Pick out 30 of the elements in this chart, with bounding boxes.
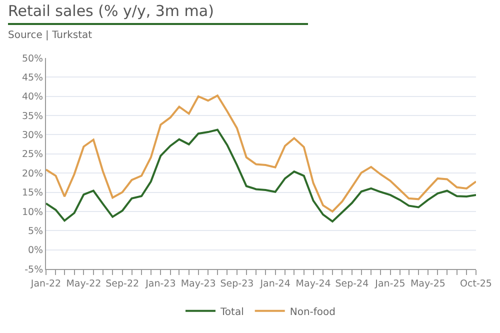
x-tick-label: May-24 bbox=[296, 278, 331, 290]
y-tick-label: 10% bbox=[22, 206, 44, 218]
x-tick-label: Jan-23 bbox=[144, 278, 176, 290]
x-tick-label: May-22 bbox=[66, 278, 102, 290]
x-tick-label: May-25 bbox=[410, 278, 446, 290]
x-tick-label: Sep-24 bbox=[335, 278, 369, 290]
y-tick-label: 25% bbox=[22, 149, 44, 160]
y-tick-label: 5% bbox=[28, 226, 44, 237]
x-tick-label: Jan-22 bbox=[30, 278, 62, 290]
x-tick-label: Jan-25 bbox=[374, 278, 406, 290]
y-tick-label: 30% bbox=[22, 130, 44, 142]
y-tick-label: 0% bbox=[28, 245, 44, 256]
y-tick-label: 15% bbox=[22, 188, 44, 199]
chart-title: Retail sales (% y/y, 3m ma) bbox=[8, 2, 308, 25]
y-tick-label: 45% bbox=[22, 72, 44, 84]
y-tick-label: 35% bbox=[22, 110, 44, 122]
x-tick-label: May-23 bbox=[180, 278, 216, 290]
y-tick-label: 40% bbox=[22, 92, 44, 103]
legend-label: Total bbox=[220, 306, 244, 318]
line-series bbox=[46, 128, 476, 222]
y-tick-label: 50% bbox=[22, 53, 44, 64]
x-tick-label: Sep-22 bbox=[106, 278, 140, 290]
legend-label: Non-food bbox=[290, 306, 336, 318]
x-tick-label: Oct-25 bbox=[460, 278, 492, 290]
x-tick-label: Jan-24 bbox=[259, 278, 290, 290]
x-tick-label: Sep-23 bbox=[220, 278, 254, 290]
y-tick-label: -5% bbox=[24, 264, 44, 276]
line-series bbox=[46, 94, 476, 212]
y-tick-label: 20% bbox=[22, 168, 44, 180]
source-note: Source | Turkstat bbox=[8, 30, 94, 41]
